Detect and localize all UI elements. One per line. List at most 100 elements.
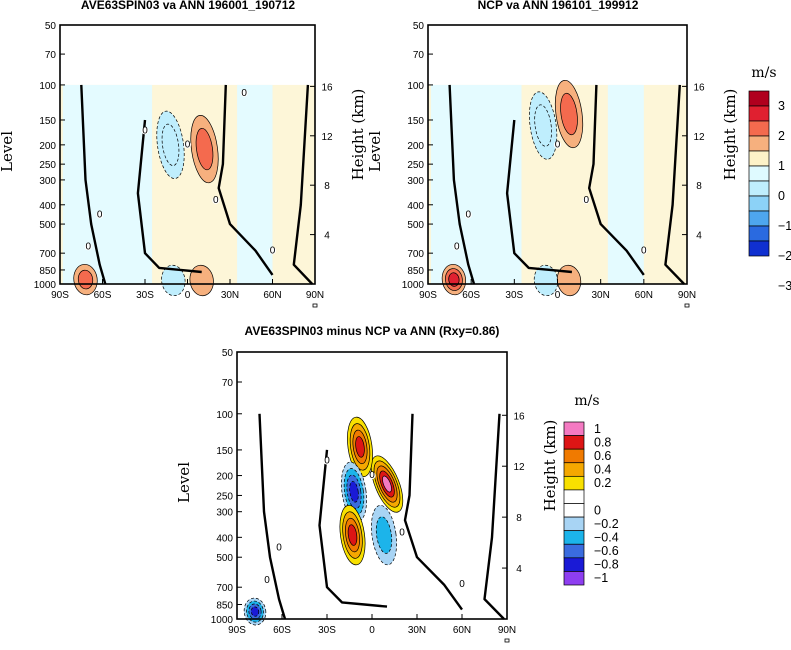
- colorbar-box: [563, 530, 585, 545]
- plot-area: [237, 352, 507, 619]
- x-tick-label: 60S: [273, 625, 291, 636]
- contour-label: 0: [185, 139, 191, 150]
- y-tick-label: 300: [216, 508, 233, 519]
- y-tick-label: 500: [407, 220, 424, 231]
- height-axis-label: Height (km): [541, 420, 559, 512]
- panel-title: NCP va ANN 196101_199912: [478, 0, 639, 12]
- height-tick-label: 4: [696, 231, 702, 242]
- contour-level: [349, 481, 359, 503]
- contour-level: [382, 475, 392, 493]
- y-tick-label: 150: [216, 446, 233, 457]
- colorbar-label: −2: [778, 249, 791, 263]
- colorbar-2: m/s 10.80.60.40.2 0−0.2−0.4−0.6−0.8−1: [563, 393, 619, 586]
- colorbar-box: [563, 557, 585, 572]
- panel-title: AVE63SPIN03 va ANN 196001_190712: [81, 0, 295, 12]
- contour-level: [355, 436, 365, 458]
- y-tick-label: 300: [407, 176, 424, 187]
- x-tick-label: 30S: [318, 625, 336, 636]
- colorbar-label: 2: [778, 129, 785, 143]
- colorbar-box: [563, 503, 585, 518]
- contour-label-bg: [96, 211, 104, 219]
- colorbar-box: [563, 516, 585, 532]
- height-tick-label: 4: [324, 231, 330, 242]
- colorbar-box: [748, 120, 770, 137]
- contour-level: [195, 127, 214, 171]
- colorbar-box: [748, 240, 770, 257]
- x-tick-label: 0: [185, 290, 191, 301]
- x-tick-label: 90N: [498, 625, 516, 636]
- x-tick-label: 30S: [136, 290, 154, 301]
- contour-level: [347, 524, 358, 546]
- colorbar-label: −0.6: [594, 544, 619, 558]
- y-tick-label: 100: [216, 410, 233, 421]
- colorbar-box: [748, 165, 770, 182]
- colorbar-label: 0.4: [594, 463, 611, 477]
- height-tick-label: 8: [324, 181, 330, 192]
- colorbar-label: 1: [594, 422, 601, 436]
- contour-label: 0: [324, 456, 330, 467]
- contour-label-bg: [553, 141, 562, 149]
- colorbar-label: −0.8: [594, 558, 619, 572]
- contour-label-bg: [582, 196, 590, 204]
- axis-end-marker: [504, 638, 510, 643]
- colorbar-units: m/s: [751, 65, 776, 81]
- colorbar-box: [563, 421, 585, 436]
- colorbar-label: −3: [778, 279, 791, 293]
- contour-level: [375, 516, 393, 554]
- y-tick-label: 700: [39, 249, 56, 260]
- x-tick-label: 30N: [408, 625, 426, 636]
- zero-contour: [136, 119, 202, 274]
- contour-label-bg: [240, 89, 248, 97]
- colorbar-label: 1: [778, 159, 785, 173]
- colorbar-label: 0.2: [594, 476, 611, 490]
- height-tick-label: 8: [696, 181, 702, 192]
- contour-label-bg: [212, 196, 220, 204]
- height-axis-label: Height (km): [349, 89, 367, 181]
- y-tick-label: 850: [407, 266, 424, 277]
- y-tick-label: 250: [39, 160, 56, 171]
- colorbar-label: 0.8: [594, 435, 611, 449]
- colorbar-label: 0.6: [594, 449, 611, 463]
- y-tick-label: 400: [407, 201, 424, 212]
- colorbar-label: 0: [778, 189, 785, 203]
- contour-level: [250, 606, 260, 617]
- contour-level: [560, 92, 578, 136]
- contour-label-bg: [398, 529, 406, 537]
- y-tick-label: 1000: [211, 615, 234, 626]
- zero-contour: [80, 84, 107, 285]
- zero-contour: [505, 119, 573, 274]
- height-tick-label: 4: [516, 564, 522, 575]
- y-tick-label: 200: [39, 141, 56, 152]
- y-tick-label: 150: [407, 116, 424, 127]
- contour-level: [534, 104, 552, 147]
- colorbar-box: [563, 543, 585, 559]
- y-tick-label: 100: [39, 81, 56, 92]
- x-tick-label: 60S: [94, 290, 112, 301]
- field-region-neg: [237, 84, 273, 284]
- zero-contour: [318, 449, 388, 608]
- x-tick-label: 90S: [51, 290, 69, 301]
- contour-panel-2: 0 0 0 0 0 NCP va ANN 196101_199912 90S 60S 30S 0 3…: [366, 0, 739, 308]
- contour-panel-1: 0 0 0 0 0 0 0 AVE63SPIN03 va ANN 196001_190712 9…: [0, 0, 367, 308]
- height-tick-label: 12: [693, 132, 705, 143]
- colorbar-box: [563, 448, 585, 464]
- contour-label: 0: [369, 470, 375, 481]
- contour-level: [448, 272, 460, 287]
- height-tick-label: 12: [513, 462, 525, 473]
- contour-label-bg: [141, 127, 149, 135]
- axis-end-marker: [684, 303, 690, 308]
- contour-level: [161, 264, 186, 297]
- height-tick-label: 16: [693, 82, 705, 93]
- colorbar-box: [748, 105, 770, 122]
- y-tick-label: 700: [407, 249, 424, 260]
- y-tick-label: 70: [222, 378, 234, 389]
- y-tick-label: 50: [222, 348, 234, 359]
- contour-label: 0: [399, 527, 405, 538]
- contour-label: 0: [459, 579, 465, 590]
- y-tick-label: 200: [407, 141, 424, 152]
- y-tick-label: 850: [39, 266, 56, 277]
- y-tick-label: 400: [39, 201, 56, 212]
- colorbar-box: [748, 210, 770, 227]
- contour-label-bg: [453, 243, 461, 251]
